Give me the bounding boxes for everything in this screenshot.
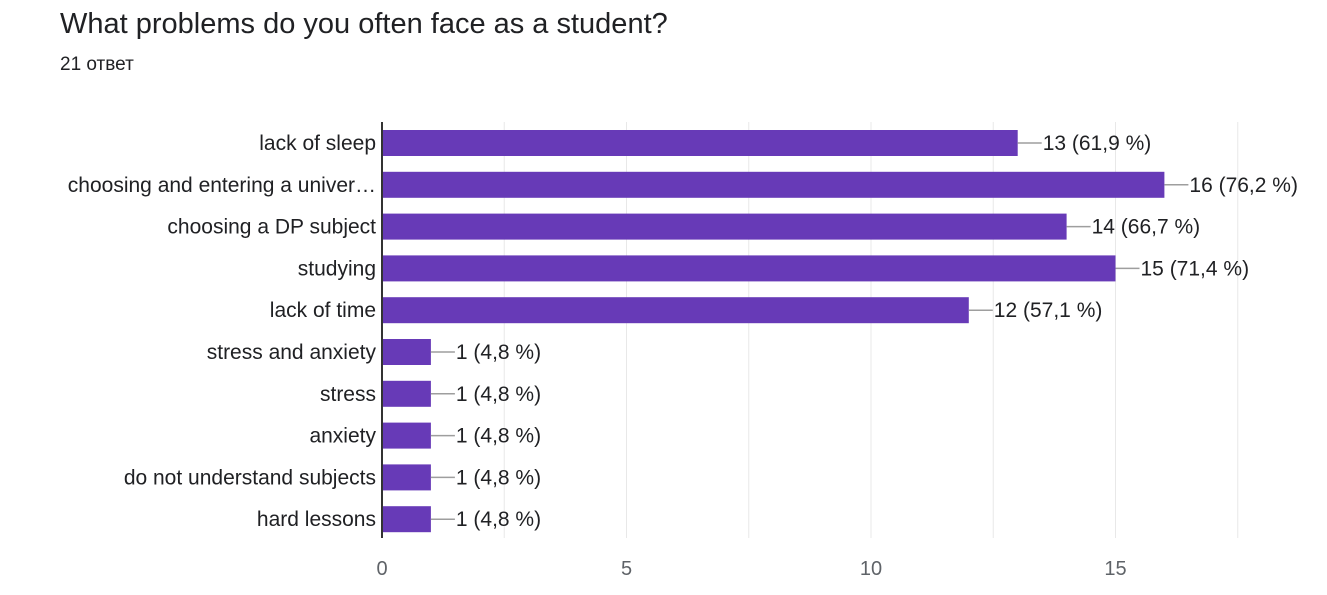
x-tick-label: 15 [1104, 558, 1126, 580]
data-label: 16 (76,2 %) [1189, 174, 1298, 197]
category-label: hard lessons [257, 508, 376, 531]
data-label: 15 (71,4 %) [1141, 257, 1250, 280]
bar [382, 171, 1165, 198]
bar [382, 506, 431, 533]
response-count: 21 ответ [60, 54, 134, 75]
data-label: 1 (4,8 %) [456, 466, 541, 489]
category-labels: lack of sleep choosing and entering a uni… [68, 132, 377, 531]
category-label: stress and anxiety [207, 341, 377, 364]
bars [382, 130, 1165, 533]
category-label: do not understand subjects [124, 466, 376, 489]
value-labels: 13 (61,9 %) 16 (76,2 %) 14 (66,7 %) 15 (71,… [430, 132, 1298, 531]
data-label: 1 (4,8 %) [456, 508, 541, 531]
data-label: 14 (66,7 %) [1092, 216, 1201, 239]
category-label: anxiety [309, 425, 376, 448]
bar [382, 255, 1116, 282]
x-tick-label: 0 [376, 558, 387, 580]
category-label: choosing and entering a univer… [68, 174, 376, 197]
data-label: 1 (4,8 %) [456, 425, 541, 448]
category-label: lack of sleep [259, 132, 376, 155]
bar [382, 213, 1067, 240]
bar [382, 130, 1018, 156]
category-label: lack of time [270, 299, 376, 322]
bar [382, 464, 431, 491]
bar [382, 380, 431, 407]
bar [382, 297, 969, 324]
data-label: 1 (4,8 %) [456, 341, 541, 364]
category-label: choosing a DP subject [167, 216, 376, 239]
chart-title: What problems do you often face as a stu… [60, 8, 668, 40]
bar [382, 339, 431, 365]
x-axis-ticks: 0 5 10 15 [376, 558, 1126, 580]
x-tick-label: 10 [860, 558, 882, 580]
category-label: studying [298, 257, 376, 280]
data-label: 12 (57,1 %) [994, 299, 1103, 322]
category-label: stress [320, 383, 376, 406]
bar [382, 422, 431, 449]
x-tick-label: 5 [621, 558, 632, 580]
data-label: 13 (61,9 %) [1043, 132, 1152, 155]
data-label: 1 (4,8 %) [456, 383, 541, 406]
